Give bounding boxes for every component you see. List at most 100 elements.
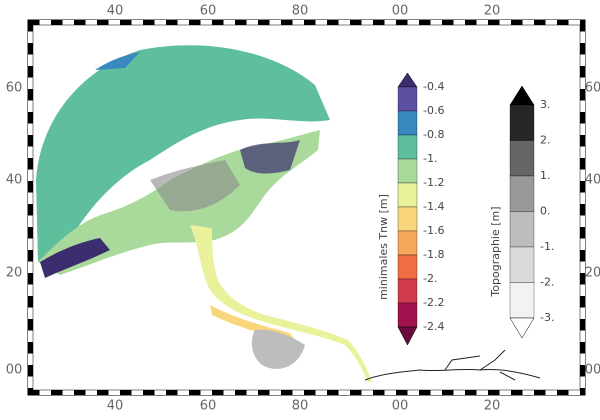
colorbar-band xyxy=(397,182,418,208)
x-label: 60 xyxy=(200,4,217,19)
frame-checker xyxy=(28,20,33,32)
frame-checker xyxy=(28,158,33,170)
frame-checker xyxy=(580,181,585,193)
frame-checker xyxy=(338,20,350,25)
frame-checker xyxy=(28,376,33,388)
frame-checker xyxy=(28,100,33,112)
x-label: 80 xyxy=(292,399,309,414)
x-label: 20 xyxy=(484,4,501,19)
frame-checker xyxy=(39,390,51,395)
colorbar-band xyxy=(509,140,535,177)
frame-checker xyxy=(350,390,362,395)
deep-area xyxy=(95,52,140,70)
frame-checker xyxy=(51,20,63,25)
frame-checker xyxy=(373,390,385,395)
frame-checker xyxy=(28,66,33,78)
colorbar-label: -1.4 xyxy=(423,200,444,213)
frame-checker xyxy=(580,307,585,319)
frame-checker xyxy=(292,390,304,395)
colorbar-band xyxy=(509,104,535,141)
frame-checker xyxy=(28,181,33,193)
frame-checker xyxy=(304,390,316,395)
frame-checker xyxy=(28,307,33,319)
colorbar-band xyxy=(509,246,535,283)
frame-checker xyxy=(28,388,33,395)
frame-checker xyxy=(511,20,523,25)
colorbar-label: -1.6 xyxy=(423,224,444,237)
frame-checker xyxy=(223,390,235,395)
colorbar-title: minimales Tnw [m] xyxy=(377,194,390,300)
colorbar-label: -0.6 xyxy=(423,104,444,117)
frame-checker xyxy=(453,390,465,395)
frame-checker xyxy=(28,31,33,43)
frame-checker xyxy=(442,390,454,395)
frame-checker xyxy=(580,135,585,147)
frame-checker xyxy=(212,20,224,25)
frame-checker xyxy=(419,390,431,395)
frame-checker xyxy=(557,20,569,25)
frame-checker xyxy=(580,54,585,66)
frame-checker xyxy=(350,20,362,25)
frame-checker xyxy=(28,296,33,308)
y-label: 00 xyxy=(6,363,23,378)
colorbar-band xyxy=(397,302,418,328)
frame-checker xyxy=(580,250,585,262)
frame-checker xyxy=(28,169,33,181)
frame-checker xyxy=(28,146,33,158)
frame-checker xyxy=(580,31,585,43)
x-label: 20 xyxy=(484,399,501,414)
frame-checker xyxy=(74,20,86,25)
colorbar-band xyxy=(397,230,418,256)
y-label: 20 xyxy=(585,266,600,281)
frame-checker xyxy=(568,390,580,395)
frame-checker xyxy=(28,353,33,365)
frame-checker xyxy=(28,89,33,101)
frame-checker xyxy=(154,390,166,395)
frame-checker xyxy=(407,20,419,25)
frame-checker xyxy=(315,20,327,25)
frame-checker xyxy=(120,20,132,25)
frame-checker xyxy=(292,20,304,25)
frame-checker xyxy=(51,390,63,395)
colorbar-label: -2.4 xyxy=(423,320,444,333)
frame-checker xyxy=(166,390,178,395)
colorbar-label: -3. xyxy=(540,311,554,324)
frame-checker xyxy=(28,273,33,285)
frame-checker xyxy=(580,169,585,181)
colorbar-triangle xyxy=(509,317,535,339)
frame-checker xyxy=(62,390,74,395)
colorbar-label: 2. xyxy=(540,134,551,147)
frame-checker xyxy=(580,330,585,342)
colorbar-band xyxy=(397,278,418,304)
frame-checker xyxy=(120,390,132,395)
x-label: 40 xyxy=(107,4,124,19)
y-label: 20 xyxy=(6,266,23,281)
frame-checker xyxy=(580,100,585,112)
frame-checker xyxy=(143,20,155,25)
frame-checker xyxy=(580,353,585,365)
frame-checker xyxy=(545,390,557,395)
y-label: 40 xyxy=(585,173,600,188)
frame-checker xyxy=(580,112,585,124)
topo-patch xyxy=(251,329,305,369)
frame-checker xyxy=(580,296,585,308)
x-label: 40 xyxy=(107,399,124,414)
frame-checker xyxy=(511,390,523,395)
frame-checker xyxy=(74,390,86,395)
frame-checker xyxy=(28,192,33,204)
frame-checker xyxy=(430,390,442,395)
colorbar-label: -0.4 xyxy=(423,80,444,93)
frame-checker xyxy=(28,204,33,216)
colorbar-label: -1. xyxy=(540,240,554,253)
frame-checker xyxy=(499,20,511,25)
frame-checker xyxy=(28,77,33,89)
frame-checker xyxy=(384,390,396,395)
frame-checker xyxy=(235,20,247,25)
flats-dark xyxy=(40,238,110,278)
frame-checker xyxy=(28,20,40,25)
frame-checker xyxy=(223,20,235,25)
frame-checker xyxy=(580,158,585,170)
frame-checker xyxy=(580,77,585,89)
y-label: 60 xyxy=(6,81,23,96)
frame-checker xyxy=(28,390,40,395)
